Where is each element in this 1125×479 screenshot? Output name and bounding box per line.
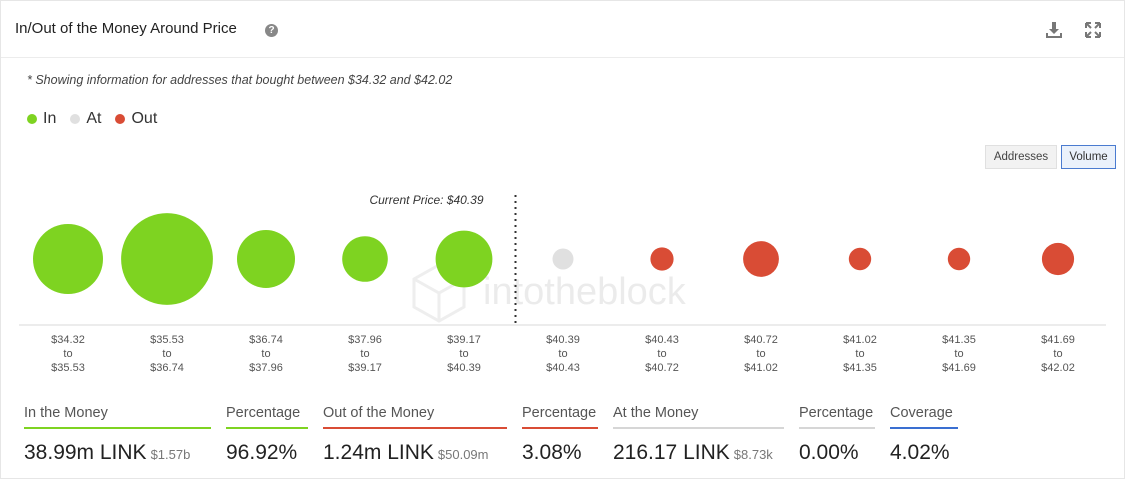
stat-value-at-money-text: 216.17 LINK — [613, 441, 730, 464]
help-icon[interactable]: ? — [265, 24, 278, 37]
stat-value-out-money-text: 1.24m LINK — [323, 441, 434, 464]
range-to-value-label-3: $39.17 — [348, 362, 382, 374]
range-to-label-2: to — [261, 348, 270, 360]
stat-at-the-money: At the Money 216.17 LINK $8.73k — [613, 405, 784, 465]
bubble-out-9[interactable] — [947, 247, 971, 271]
stat-out-of-the-money: Out of the Money 1.24m LINK $50.09m — [323, 405, 507, 465]
legend-dot-out — [115, 114, 126, 124]
bubble-out-10[interactable] — [1041, 242, 1075, 276]
stat-label-in-money: In the Money — [24, 405, 211, 429]
range-from-label-4: $39.17 — [447, 334, 481, 346]
addresses-toggle-button[interactable]: Addresses — [985, 145, 1057, 169]
stat-value-out-money: 1.24m LINK $50.09m — [323, 441, 507, 465]
download-icon[interactable] — [1044, 20, 1064, 40]
stat-label-out-money: Out of the Money — [323, 405, 507, 429]
range-to-label-8: to — [855, 348, 864, 360]
range-from-label-10: $41.69 — [1041, 334, 1075, 346]
bubble-chart: intotheblock $34.32 to $35.53 $35.53 to $36.7… — [19, 193, 1106, 374]
range-from-label-6: $40.43 — [645, 334, 679, 346]
range-to-value-label-7: $41.02 — [744, 362, 778, 374]
range-from-label-0: $34.32 — [51, 334, 85, 346]
stats-row: In the Money 38.99m LINK $1.57b Percentag… — [1, 405, 1124, 479]
range-to-value-label-4: $40.39 — [447, 362, 481, 374]
stat-in-percentage: Percentage 96.92% — [226, 405, 308, 465]
legend-item-out[interactable]: Out — [115, 110, 157, 128]
range-to-value-label-6: $40.72 — [645, 362, 679, 374]
range-from-label-8: $41.02 — [843, 334, 877, 346]
stat-label-out-pct: Percentage — [522, 405, 598, 429]
legend-item-in[interactable]: In — [27, 110, 56, 128]
range-note: * Showing information for addresses that… — [27, 73, 453, 87]
card-title: In/Out of the Money Around Price — [15, 20, 237, 37]
legend-dot-in — [27, 114, 37, 124]
range-from-label-7: $40.72 — [744, 334, 778, 346]
bubble-in-1[interactable] — [121, 213, 213, 305]
range-from-label-1: $35.53 — [150, 334, 184, 346]
stat-label-in-pct: Percentage — [226, 405, 308, 429]
stat-value-in-money: 38.99m LINK $1.57b — [24, 441, 211, 465]
legend-label-in: In — [43, 110, 57, 127]
stat-in-the-money: In the Money 38.99m LINK $1.57b — [24, 405, 211, 465]
stat-label-coverage: Coverage — [890, 405, 958, 429]
range-to-label-5: to — [558, 348, 567, 360]
range-to-label-10: to — [1053, 348, 1062, 360]
stat-out-percentage: Percentage 3.08% — [522, 405, 598, 465]
range-to-label-9: to — [954, 348, 963, 360]
range-to-label-0: to — [63, 348, 72, 360]
stat-label-at-money: At the Money — [613, 405, 784, 429]
bubble-out-8[interactable] — [848, 247, 872, 271]
range-to-value-label-8: $41.35 — [843, 362, 877, 374]
range-to-label-1: to — [162, 348, 171, 360]
stat-coverage: Coverage 4.02% — [890, 405, 958, 465]
range-from-label-9: $41.35 — [942, 334, 976, 346]
range-to-value-label-9: $41.69 — [942, 362, 976, 374]
legend: In At Out — [27, 110, 157, 128]
bubble-in-0[interactable] — [33, 224, 103, 294]
range-from-label-3: $37.96 — [348, 334, 382, 346]
range-to-value-label-5: $40.43 — [546, 362, 580, 374]
expand-icon[interactable] — [1083, 20, 1103, 40]
card-header: In/Out of the Money Around Price ? — [1, 1, 1124, 58]
legend-item-at[interactable]: At — [70, 110, 101, 128]
range-from-label-5: $40.39 — [546, 334, 580, 346]
bubble-in-4[interactable] — [435, 230, 493, 288]
range-to-label-4: to — [459, 348, 468, 360]
stat-sub-in-money: $1.57b — [150, 447, 191, 462]
stat-value-at-pct: 0.00% — [799, 441, 859, 464]
bubble-at-5[interactable] — [552, 248, 574, 270]
legend-label-at: At — [86, 110, 102, 127]
range-to-value-label-2: $37.96 — [249, 362, 283, 374]
stat-sub-at-money: $8.73k — [733, 447, 773, 462]
stat-value-coverage: 4.02% — [890, 441, 950, 464]
range-to-value-label-10: $42.02 — [1041, 362, 1075, 374]
legend-dot-at — [70, 114, 81, 124]
stat-value-in-pct: 96.92% — [226, 441, 298, 464]
stat-sub-out-money: $50.09m — [437, 447, 489, 462]
legend-label-out: Out — [131, 110, 158, 127]
bubble-out-6[interactable] — [650, 247, 674, 271]
bubble-in-2[interactable] — [237, 230, 295, 288]
watermark-text: intotheblock — [483, 271, 687, 313]
range-to-value-label-0: $35.53 — [51, 362, 85, 374]
range-to-value-label-1: $36.74 — [150, 362, 184, 374]
volume-toggle-button[interactable]: Volume — [1061, 145, 1116, 169]
current-price-label: Current Price: $40.39 — [369, 193, 483, 207]
stat-at-percentage: Percentage 0.00% — [799, 405, 875, 465]
range-from-label-2: $36.74 — [249, 334, 283, 346]
stat-value-at-money: 216.17 LINK $8.73k — [613, 441, 784, 465]
range-to-label-3: to — [360, 348, 369, 360]
range-to-label-6: to — [657, 348, 666, 360]
bubble-in-3[interactable] — [342, 236, 388, 282]
stat-label-at-pct: Percentage — [799, 405, 875, 429]
bubble-out-7[interactable] — [743, 241, 779, 277]
watermark-logo: intotheblock — [412, 263, 687, 323]
stat-value-out-pct: 3.08% — [522, 441, 582, 464]
range-to-label-7: to — [756, 348, 765, 360]
stat-value-in-money-text: 38.99m LINK — [24, 441, 147, 464]
